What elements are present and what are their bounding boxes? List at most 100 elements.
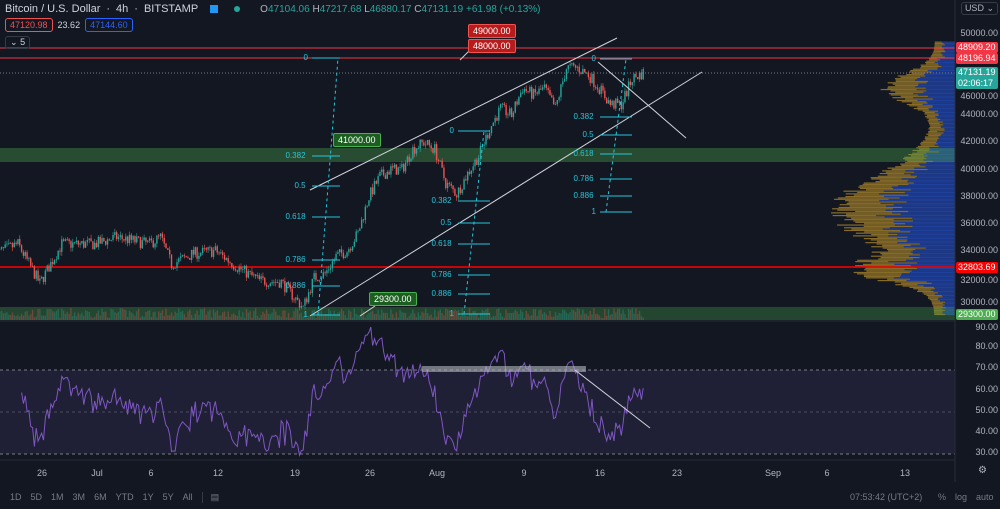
candle-body [335, 253, 337, 260]
volume-profile-down [871, 178, 902, 180]
volume-profile-up [938, 120, 955, 122]
candle-body [359, 228, 361, 231]
volume-profile-up [923, 285, 955, 287]
volume-bar [516, 311, 518, 320]
volume-bar [306, 317, 308, 320]
volume-profile-down [863, 263, 895, 265]
volume-profile-up [910, 174, 955, 176]
price-label: 38000.00 [960, 191, 998, 201]
range-1d[interactable]: 1D [10, 492, 22, 502]
volume-profile-down [925, 139, 938, 141]
fib-trend-line[interactable] [605, 58, 627, 213]
candle-body [88, 238, 90, 241]
date-label: 12 [212, 468, 224, 478]
interval[interactable]: 4h [116, 3, 129, 15]
candle-body [112, 234, 114, 240]
volume-bar [152, 312, 154, 320]
volume-bar [448, 310, 451, 320]
volume-bar [324, 313, 326, 320]
volume-profile-down [832, 214, 877, 217]
volume-bar [48, 308, 50, 320]
currency-select[interactable]: USD ⌄ [960, 2, 998, 15]
label-41000[interactable]: 41000.00 [333, 133, 381, 147]
volume-bar [445, 308, 447, 320]
label-48000[interactable]: 48000.00 [468, 39, 516, 53]
volume-profile-up [945, 51, 955, 53]
candle-body [214, 246, 217, 251]
percent-toggle[interactable]: % [938, 492, 947, 502]
rsi-resistance-box[interactable] [422, 366, 586, 372]
volume-profile-down [925, 116, 936, 118]
indicators-toggle[interactable]: ⌄ 5 [5, 36, 31, 49]
candle-body [313, 273, 315, 279]
volume-bar [518, 313, 520, 320]
volume-profile-down [922, 140, 938, 142]
label-49000[interactable]: 49000.00 [468, 24, 516, 38]
settings-gear-icon[interactable]: ⚙ [978, 465, 987, 476]
volume-bar [580, 314, 582, 320]
range-1y[interactable]: 1Y [142, 492, 154, 502]
volume-profile-up [893, 277, 955, 279]
rsi-downtrend-line[interactable] [574, 369, 651, 429]
candle-body [329, 268, 332, 270]
candle-body [203, 247, 206, 249]
volume-profile-up [934, 288, 955, 290]
volume-profile-down [913, 107, 929, 110]
volume-bar [355, 313, 357, 320]
range-all[interactable]: All [182, 492, 193, 502]
candle-body [602, 85, 604, 91]
volume-profile-up [910, 231, 955, 233]
candle-body [2, 247, 5, 249]
range-5y[interactable]: 5Y [162, 492, 174, 502]
clock[interactable]: 07:53:42 (UTC+2) [850, 492, 923, 502]
volume-bar [105, 311, 107, 320]
flag-icon[interactable] [210, 5, 219, 13]
candle-body [4, 244, 6, 248]
candle-body [317, 279, 319, 282]
range-3m[interactable]: 3M [72, 492, 86, 502]
range-6m[interactable]: 6M [94, 492, 107, 502]
volume-profile-down [910, 155, 928, 157]
candle-body [205, 248, 207, 250]
range-ytd[interactable]: YTD [115, 492, 134, 502]
range-5d[interactable]: 5D [30, 492, 43, 502]
candle-body [90, 238, 92, 242]
symbol-name[interactable]: Bitcoin / U.S. Dollar [5, 3, 101, 15]
candle-body [269, 283, 271, 287]
candle-body [390, 166, 392, 175]
volume-bar [339, 311, 341, 320]
volume-profile-up [894, 263, 955, 265]
volume-bar [119, 308, 122, 320]
volume-profile-up [938, 297, 955, 299]
volume-profile-down [839, 204, 894, 206]
candle-body [75, 240, 78, 243]
fib-level-label: 0.5 [582, 130, 594, 139]
volume-profile-up [925, 87, 955, 89]
volume-bar [163, 316, 165, 320]
candle-body [156, 235, 158, 244]
volume-profile-down [894, 281, 927, 283]
fib-retracements[interactable] [312, 57, 632, 316]
volume-profile-down [832, 208, 893, 210]
volume-bar [342, 311, 345, 320]
candle-body [286, 282, 288, 293]
volume-bar [410, 313, 412, 320]
candle-body [443, 167, 445, 179]
volume-bar [167, 315, 169, 320]
log-toggle[interactable]: log [955, 492, 968, 502]
volume-profile-up [893, 187, 955, 190]
volume-bar [304, 312, 306, 320]
volume-profile-down [904, 162, 927, 164]
buy-price-button[interactable]: 47144.60 [85, 18, 133, 32]
range-1m[interactable]: 1M [51, 492, 64, 502]
ohlc-readout: O47104.06 H47217.68 L46880.17 C47131.19 … [260, 3, 541, 15]
volume-profile-down [926, 133, 942, 135]
sell-price-button[interactable]: 47120.98 [5, 18, 53, 32]
fib-level-label: 0 [591, 54, 596, 63]
auto-toggle[interactable]: auto [976, 492, 994, 502]
volume-bar [401, 311, 403, 320]
calendar-icon[interactable]: ▤ [201, 492, 219, 503]
label-29300[interactable]: 29300.00 [369, 292, 417, 306]
volume-profile-up [933, 286, 955, 288]
